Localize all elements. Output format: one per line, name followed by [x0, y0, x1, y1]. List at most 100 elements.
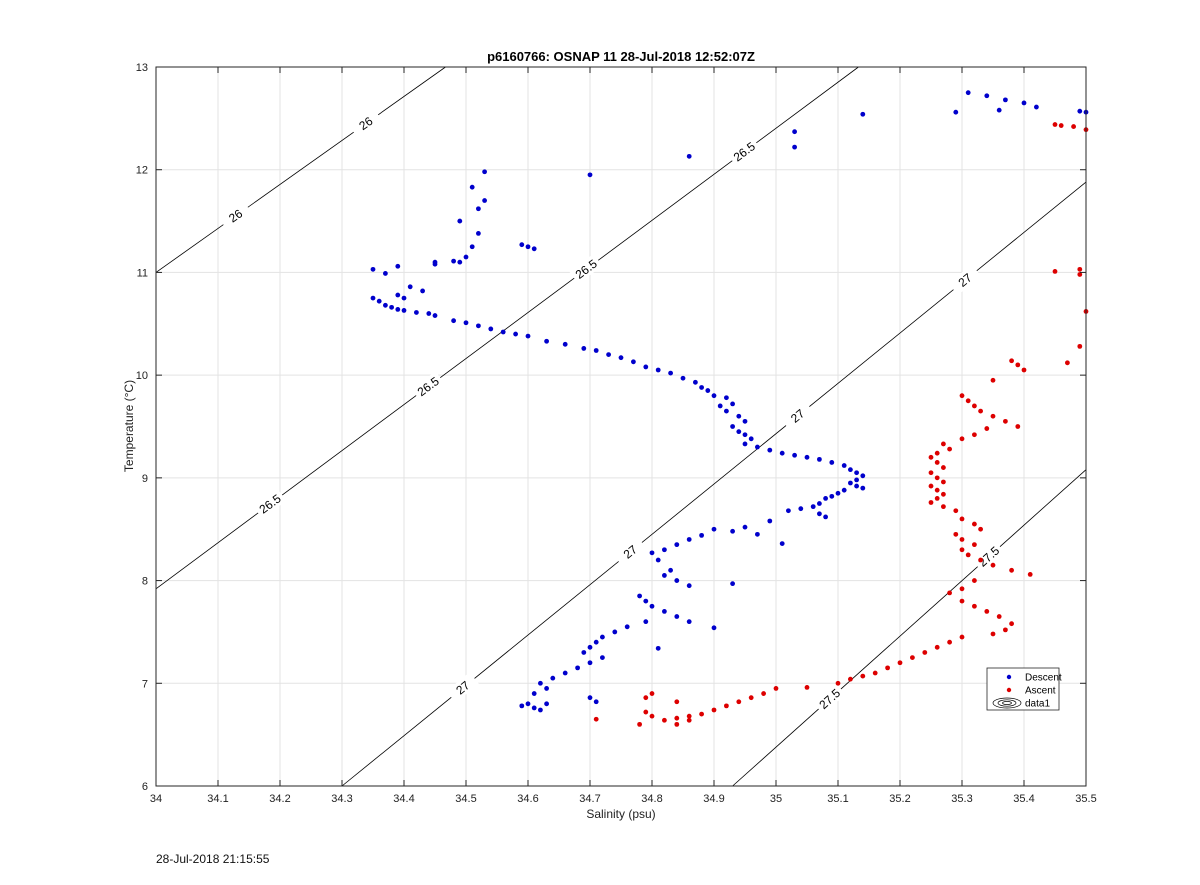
y-tick-label: 6 [142, 781, 148, 793]
descent-point [544, 686, 549, 691]
descent-point [420, 288, 425, 294]
y-axis-label: Temperature (°C) [122, 380, 136, 472]
descent-point [407, 284, 413, 290]
ascent-point [990, 631, 996, 637]
legend-box [986, 667, 1060, 711]
descent-point [860, 111, 866, 117]
ascent-point [686, 713, 692, 719]
legend-label: Ascent [1025, 686, 1056, 697]
ascent-point [1003, 627, 1008, 633]
descent-point [469, 184, 475, 190]
descent-point [395, 307, 401, 312]
ascent-point [1052, 269, 1058, 274]
isopycnal-label-group: 27 [781, 400, 814, 431]
descent-point [544, 701, 549, 707]
isopycnal-line [732, 469, 1087, 787]
descent-point [810, 504, 816, 510]
ascent-point [1009, 621, 1014, 627]
isopycnal-label-group: 26 [218, 200, 252, 231]
descent-point [792, 452, 797, 458]
ascent-point [959, 393, 965, 399]
descent-point [674, 542, 680, 548]
descent-point [848, 467, 853, 473]
descent-point [736, 429, 742, 435]
descent-point [587, 660, 593, 666]
descent-point [854, 483, 859, 489]
descent-point [655, 557, 661, 563]
descent-point [401, 308, 407, 313]
footer-timestamp: 28-Jul-2018 21:15:55 [156, 852, 270, 866]
x-tick-label: 35.4 [1013, 793, 1034, 805]
x-tick-label: 35.5 [1075, 793, 1096, 805]
ascent-point [928, 483, 934, 489]
descent-point [779, 541, 785, 546]
descent-point [643, 364, 649, 370]
isopycnal-label-group: 27 [446, 672, 479, 703]
ascent-point [978, 526, 983, 532]
ascent-point [674, 699, 680, 705]
descent-point [693, 379, 698, 385]
descent-point [699, 532, 704, 538]
descent-point [841, 463, 847, 468]
ascent-point [1077, 343, 1083, 349]
descent-point [649, 550, 655, 556]
descent-point [742, 524, 748, 530]
descent-point [699, 385, 704, 390]
descent-point [686, 153, 692, 159]
descent-point [432, 313, 438, 318]
descent-point [786, 508, 791, 514]
descent-point [792, 144, 797, 150]
descent-point [389, 304, 394, 310]
ascent-point [953, 508, 959, 514]
descent-point [414, 310, 419, 315]
descent-point [730, 581, 735, 587]
ascent-point [934, 487, 940, 493]
ascent-point [835, 680, 841, 686]
ascent-point [736, 699, 742, 705]
ascent-point [649, 691, 655, 696]
x-axis-ticks: 34 34.1 34.2 34.3 34.4 34.5 34.6 34.7 34.8 34.9 35… [150, 67, 1097, 805]
ascent-point [990, 377, 996, 383]
descent-point [767, 518, 773, 524]
descent-point [779, 450, 785, 456]
descent-point [500, 329, 506, 335]
descent-point [984, 93, 990, 99]
descent-point [370, 295, 376, 301]
ascent-point [990, 562, 996, 568]
descent-point [823, 496, 828, 501]
descent-point [618, 355, 624, 361]
x-tick-label: 34 [150, 793, 162, 805]
ascent-point [860, 673, 866, 679]
descent-point [531, 691, 537, 696]
ascent-point [1027, 572, 1033, 577]
data-points [370, 90, 1089, 727]
legend-marker [1006, 687, 1012, 693]
ascent-point [934, 460, 940, 465]
descent-point [996, 107, 1002, 113]
ascent-point [1077, 266, 1083, 272]
ascent-point [959, 537, 965, 542]
ascent-point [972, 403, 977, 409]
descent-point [587, 644, 593, 650]
descent-point [476, 230, 481, 236]
descent-point [538, 707, 543, 713]
ascent-point [934, 496, 940, 501]
ascent-point [972, 521, 977, 527]
ascent-point [972, 603, 977, 609]
contour-legend-icon [1002, 701, 1012, 705]
ascent-point [711, 707, 717, 713]
y-tick-label: 7 [142, 678, 148, 690]
isopycnal-label-group: 26 [349, 108, 383, 138]
ascent-point [959, 586, 965, 592]
descent-point [705, 388, 711, 393]
ascent-point [959, 598, 965, 604]
ascent-point [959, 436, 965, 442]
descent-point [854, 477, 859, 483]
descent-point [587, 172, 593, 178]
ascent-point [978, 557, 983, 563]
ascent-point [990, 413, 996, 419]
ascent-point [972, 432, 977, 438]
ascent-point [922, 650, 928, 655]
ascent-point [804, 684, 810, 690]
